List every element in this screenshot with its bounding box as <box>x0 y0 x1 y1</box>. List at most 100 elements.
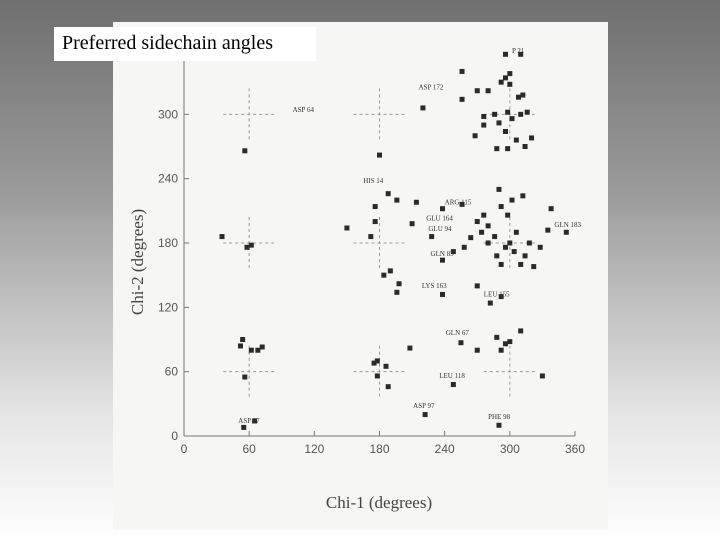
data-point <box>485 223 491 229</box>
data-point <box>409 221 415 227</box>
data-point <box>494 146 500 152</box>
residue-label: GLN 67 <box>446 329 470 337</box>
x-tick-label: 120 <box>304 442 324 456</box>
data-point <box>372 219 378 225</box>
data-point <box>487 300 493 306</box>
data-point <box>248 347 254 353</box>
data-point <box>502 341 508 347</box>
data-point <box>458 340 464 346</box>
data-point <box>496 120 502 126</box>
data-point <box>498 79 504 85</box>
data-point <box>496 422 502 428</box>
residue-label: P 21 <box>512 47 525 55</box>
data-point <box>374 358 380 364</box>
data-point <box>381 272 387 278</box>
data-point <box>496 186 502 192</box>
data-point <box>509 197 515 203</box>
data-point <box>450 249 456 255</box>
data-point <box>537 244 543 250</box>
data-point <box>450 382 456 388</box>
residue-label: GLU 94 <box>428 225 452 233</box>
data-point <box>394 289 400 295</box>
data-point <box>420 105 426 111</box>
data-point <box>474 283 480 289</box>
residue-label: GLU 164 <box>426 214 453 222</box>
data-point <box>240 337 246 342</box>
data-point <box>242 148 248 154</box>
data-point <box>219 234 225 240</box>
y-tick-label: 300 <box>158 107 178 121</box>
data-point <box>422 412 428 418</box>
data-point <box>492 234 498 240</box>
data-point <box>394 197 400 203</box>
data-point <box>511 249 517 255</box>
data-point <box>526 240 532 246</box>
data-point <box>518 51 524 57</box>
ticks-group: 0 60 120 180 240 300 360 0 60 120 180 240 300 <box>158 107 585 456</box>
data-point <box>502 128 508 134</box>
data-point <box>498 294 504 300</box>
y-tick-label: 120 <box>158 300 178 314</box>
data-point <box>248 242 254 248</box>
figure-panel: 0 60 120 180 240 300 360 0 60 120 180 240 300 ASP 87… <box>113 22 608 530</box>
data-point <box>516 94 522 100</box>
data-point <box>505 146 511 152</box>
data-point <box>563 229 569 235</box>
data-point <box>407 345 413 351</box>
data-point <box>539 373 545 379</box>
data-point <box>474 88 480 94</box>
data-point <box>481 212 487 218</box>
data-point <box>377 152 382 158</box>
y-tick-label: 60 <box>165 365 179 379</box>
x-tick-label: 0 <box>181 442 188 456</box>
data-point <box>498 261 504 267</box>
data-point <box>520 193 526 199</box>
data-point <box>385 384 391 390</box>
data-point <box>507 81 513 87</box>
data-point <box>472 133 478 139</box>
annotations-group: ASP 87 ASP 97 PHE 98 LEU 118 GLN 67 LYS 163 LE… <box>238 47 581 425</box>
data-point <box>374 373 380 379</box>
data-point <box>468 235 474 241</box>
data-point <box>494 334 500 340</box>
residue-label: LEU 155 <box>484 291 510 299</box>
data-point <box>524 109 530 115</box>
data-point <box>548 206 554 212</box>
x-tick-label: 240 <box>435 442 455 456</box>
data-point <box>481 122 487 128</box>
data-point <box>518 261 524 267</box>
residue-label: GLN 183 <box>554 221 581 229</box>
y-tick-label: 0 <box>171 429 178 443</box>
data-point <box>474 347 480 353</box>
data-point <box>509 116 515 122</box>
data-point <box>494 253 500 259</box>
x-axis-title: Chi-1 (degrees) <box>326 493 432 512</box>
data-point <box>498 204 504 210</box>
data-point <box>252 418 258 424</box>
data-point <box>459 201 465 207</box>
data-point <box>505 212 511 218</box>
data-point <box>255 347 261 353</box>
data-point <box>485 240 491 246</box>
data-point <box>241 424 247 430</box>
points-group <box>219 51 569 430</box>
data-point <box>439 291 445 297</box>
data-point <box>518 111 524 117</box>
data-point <box>507 71 513 77</box>
data-point <box>522 144 528 149</box>
scatter-chart: 0 60 120 180 240 300 360 0 60 120 180 240 300 ASP 87… <box>128 47 585 512</box>
data-point <box>520 92 526 98</box>
data-point <box>237 343 243 349</box>
data-point <box>507 240 513 246</box>
data-point <box>518 328 524 334</box>
data-point <box>529 135 535 141</box>
data-point <box>505 109 511 115</box>
data-point <box>372 204 378 210</box>
data-point <box>531 264 537 270</box>
y-tick-label: 180 <box>158 236 178 250</box>
data-point <box>383 363 389 369</box>
data-point <box>513 137 519 143</box>
data-point <box>344 225 350 231</box>
residue-label: GLN 83 <box>431 250 455 258</box>
x-tick-label: 300 <box>500 442 520 456</box>
